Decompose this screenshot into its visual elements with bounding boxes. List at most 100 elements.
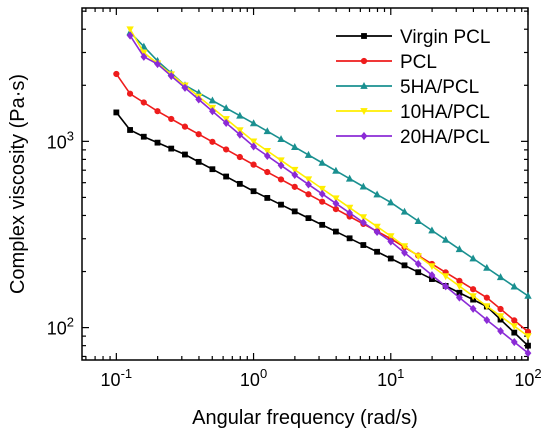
data-point	[346, 235, 353, 242]
data-point	[524, 333, 532, 341]
data-point	[250, 161, 257, 168]
data-point	[126, 26, 134, 34]
series-line	[129, 35, 529, 354]
data-point	[181, 123, 189, 130]
data-point	[497, 305, 504, 313]
data-point	[469, 304, 477, 313]
data-point	[428, 226, 436, 234]
data-point	[332, 166, 340, 174]
legend-marker	[360, 81, 368, 89]
data-point	[277, 157, 285, 165]
data-point	[236, 130, 244, 139]
data-point	[140, 52, 148, 61]
data-point	[400, 207, 409, 215]
data-point	[483, 315, 491, 325]
data-point	[373, 190, 381, 198]
data-point	[414, 217, 422, 225]
data-point	[374, 248, 380, 255]
x-axis-title: Angular frequency (rad/s)	[192, 407, 418, 429]
data-point	[263, 151, 271, 160]
data-point	[470, 286, 477, 293]
data-point	[359, 182, 368, 190]
data-point	[167, 71, 175, 81]
data-point	[346, 208, 354, 218]
data-point	[483, 294, 490, 301]
data-point	[373, 223, 381, 231]
data-point	[154, 139, 161, 146]
data-point	[154, 108, 161, 115]
data-point	[222, 104, 230, 112]
data-point	[140, 42, 148, 50]
series-layer	[113, 26, 532, 358]
data-point	[291, 143, 299, 150]
data-point	[332, 199, 340, 208]
data-point	[455, 283, 464, 291]
data-point	[236, 180, 243, 187]
data-point	[126, 90, 134, 97]
series-line	[129, 31, 529, 297]
legend-marker	[360, 57, 368, 65]
data-point	[456, 293, 463, 302]
data-point	[524, 348, 532, 358]
data-point	[264, 195, 271, 201]
data-point	[456, 277, 463, 284]
legend-entry: Virgin PCL	[336, 27, 490, 48]
data-point	[345, 204, 354, 212]
data-point	[291, 170, 299, 179]
data-point	[318, 158, 326, 166]
data-point	[223, 173, 230, 180]
data-point	[250, 142, 257, 151]
data-point	[469, 293, 477, 301]
data-point	[277, 161, 285, 170]
data-point	[359, 218, 367, 227]
data-point	[496, 313, 505, 321]
data-point	[263, 127, 272, 135]
data-point	[511, 317, 518, 324]
y-tick-label: 103	[47, 128, 74, 152]
data-point	[510, 282, 518, 290]
series-5ha-pcl	[126, 28, 532, 299]
legend-label: 20HA/PCL	[400, 127, 490, 148]
data-point	[278, 201, 284, 208]
data-point	[305, 191, 312, 198]
data-point	[113, 109, 120, 116]
data-point	[304, 150, 313, 158]
data-point	[208, 96, 217, 104]
data-point	[332, 228, 339, 235]
data-point	[181, 83, 189, 92]
data-point	[387, 198, 395, 206]
series-20ha-pcl	[126, 31, 532, 358]
data-point	[195, 131, 202, 138]
data-point	[305, 180, 312, 189]
data-point	[387, 255, 394, 262]
data-point	[360, 242, 367, 248]
x-tick-label: 10-1	[101, 366, 133, 390]
data-point	[209, 107, 216, 116]
series-line	[129, 28, 529, 337]
data-point	[154, 59, 161, 69]
legend: Virgin PCL PCL 5HA/PCL 10HA/PCL 20HA/PCL	[336, 27, 490, 148]
y-axis-title: Complex viscosity (Pa·s)	[7, 74, 29, 294]
data-point	[263, 147, 272, 155]
data-point	[428, 263, 436, 271]
data-point	[249, 119, 258, 127]
data-point	[168, 145, 175, 152]
x-tick-label: 102	[514, 366, 541, 390]
data-point	[140, 99, 147, 106]
data-point	[195, 95, 203, 104]
data-point	[182, 151, 188, 158]
data-point	[441, 235, 450, 243]
data-point	[387, 233, 395, 241]
data-point	[373, 227, 381, 237]
data-point	[442, 282, 450, 291]
data-point	[113, 70, 120, 78]
data-point	[414, 259, 422, 269]
data-point	[304, 176, 313, 184]
legend-entry: 10HA/PCL	[336, 102, 490, 123]
data-point	[223, 146, 230, 153]
legend-entry: PCL	[336, 52, 437, 73]
data-point	[345, 174, 354, 182]
data-point	[250, 188, 257, 195]
data-point	[318, 189, 326, 199]
legend-label: 5HA/PCL	[400, 77, 479, 98]
